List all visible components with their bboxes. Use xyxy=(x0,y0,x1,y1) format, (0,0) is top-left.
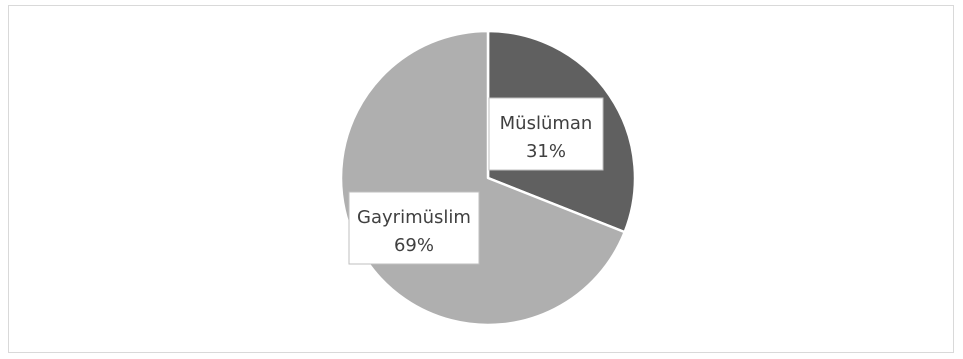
chart-area: Müslüman 31% Gayrimüslim 69% xyxy=(8,5,954,353)
data-label-box xyxy=(348,191,480,265)
data-label-box xyxy=(488,97,604,171)
data-label-category: Müslüman xyxy=(500,113,593,134)
data-label-category: Gayrimüslim xyxy=(357,207,471,228)
pie-slices xyxy=(339,29,637,327)
data-labels: Müslüman 31% Gayrimüslim 69% xyxy=(348,97,604,265)
data-label-gayrimuslim: Gayrimüslim 69% xyxy=(348,191,480,265)
data-label-musluman: Müslüman 31% xyxy=(488,97,604,171)
data-label-percent: 69% xyxy=(394,235,434,256)
pie-chart: Müslüman 31% Gayrimüslim 69% xyxy=(339,29,637,327)
data-label-percent: 31% xyxy=(526,141,566,162)
